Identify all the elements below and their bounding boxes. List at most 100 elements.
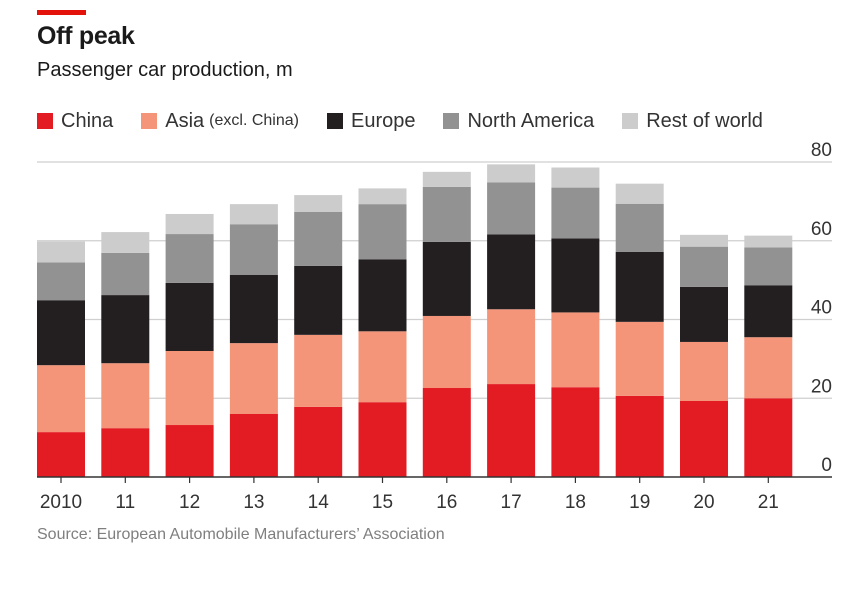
legend-label-rest-of-world: Rest of world: [646, 109, 763, 132]
bar-asia-excl-china-21: [744, 337, 793, 399]
x-tick-label-17: 17: [501, 492, 522, 513]
legend-label-north-america: North America: [467, 109, 595, 132]
bar-asia-excl-china-20: [680, 341, 728, 402]
bar-rest-of-world-15: [358, 188, 407, 205]
x-tick-label-21: 21: [758, 492, 779, 513]
bar-europe-15: [358, 259, 407, 332]
bar-europe-14: [294, 265, 343, 335]
bar-north-america-11: [101, 252, 150, 296]
y-tick-label-20: 20: [811, 376, 832, 397]
chart-title: Off peak: [37, 22, 135, 50]
y-tick-label-40: 40: [811, 298, 832, 319]
legend: China Asia (excl. China) Europe North Am…: [37, 108, 791, 134]
x-tick-label-19: 19: [629, 492, 650, 513]
x-tick-label-18: 18: [565, 492, 586, 513]
bar-asia-excl-china-14: [294, 334, 343, 407]
bar-north-america-16: [422, 186, 471, 242]
y-tick-label-0: 0: [821, 455, 832, 476]
bar-rest-of-world-18: [551, 167, 600, 188]
bar-europe-2010: [37, 300, 85, 366]
x-tick-label-12: 12: [179, 492, 200, 513]
y-tick-label-60: 60: [811, 219, 832, 240]
legend-label-asia: Asia: [165, 109, 205, 132]
bar-europe-19: [615, 251, 664, 322]
x-tick-label-13: 13: [243, 492, 264, 513]
bar-rest-of-world-21: [744, 235, 793, 248]
bar-north-america-12: [165, 234, 214, 283]
bar-china-16: [422, 388, 471, 477]
legend-item-asia: Asia (excl. China): [141, 110, 299, 133]
bar-china-12: [165, 425, 214, 477]
bar-asia-excl-china-15: [358, 331, 407, 403]
accent-bar: [37, 10, 86, 15]
bar-europe-12: [165, 282, 214, 351]
axes: 0 20 40 60 80 2010 11 12 13 14 15 16 17 18 19 20 21: [37, 140, 832, 513]
bar-rest-of-world-2010: [37, 241, 85, 263]
bar-europe-11: [101, 295, 150, 364]
bar-asia-excl-china-16: [422, 315, 471, 389]
bar-china-17: [487, 384, 536, 477]
bar-asia-excl-china-2010: [37, 365, 85, 433]
bar-china-2010: [37, 432, 85, 477]
bar-asia-excl-china-12: [165, 351, 214, 426]
bar-china-14: [294, 406, 343, 477]
legend-item-rest-of-world: Rest of world: [622, 110, 763, 133]
legend-swatch-north-america: [443, 113, 460, 129]
bar-europe-21: [744, 285, 793, 338]
bar-europe-13: [229, 275, 278, 344]
legend-swatch-rest-of-world: [622, 113, 639, 129]
bar-rest-of-world-16: [422, 171, 471, 187]
legend-note-asia: (excl. China): [209, 112, 299, 129]
bar-asia-excl-china-11: [101, 363, 150, 429]
bar-china-18: [551, 387, 600, 477]
bar-china-13: [229, 414, 278, 477]
bar-europe-16: [422, 241, 471, 316]
bar-rest-of-world-13: [229, 204, 278, 225]
bar-north-america-19: [615, 203, 664, 252]
x-tick-label-14: 14: [308, 492, 330, 513]
bar-north-america-2010: [37, 262, 85, 301]
legend-label-europe: Europe: [350, 109, 416, 132]
bar-north-america-17: [487, 182, 536, 235]
bar-asia-excl-china-19: [615, 321, 664, 396]
bar-north-america-20: [680, 246, 728, 287]
y-tick-label-80: 80: [811, 140, 832, 161]
bar-rest-of-world-20: [680, 234, 728, 247]
bar-rest-of-world-12: [165, 213, 214, 235]
legend-swatch-china: [37, 113, 53, 129]
legend-item-china: China: [37, 110, 113, 133]
legend-label-china: China: [61, 109, 114, 132]
bar-north-america-15: [358, 204, 407, 260]
x-tick-label-11: 11: [115, 492, 135, 513]
bars: [37, 164, 793, 477]
bar-asia-excl-china-13: [229, 343, 278, 414]
legend-item-north-america: North America: [443, 110, 594, 133]
bar-rest-of-world-14: [294, 195, 343, 213]
x-tick-label-2010: 2010: [40, 492, 82, 513]
bar-rest-of-world-17: [487, 164, 536, 183]
x-tick-label-15: 15: [372, 492, 393, 513]
bar-north-america-14: [294, 212, 343, 266]
bar-asia-excl-china-18: [551, 312, 600, 388]
chart-subtitle: Passenger car production, m: [37, 59, 293, 81]
bar-europe-18: [551, 238, 600, 313]
bar-europe-20: [680, 286, 728, 342]
bar-north-america-13: [229, 224, 278, 276]
source-note: Source: European Automobile Manufacturer…: [37, 526, 445, 543]
legend-swatch-europe: [326, 113, 343, 129]
bar-rest-of-world-19: [615, 183, 664, 204]
x-tick-label-20: 20: [693, 492, 714, 513]
bar-europe-17: [487, 234, 536, 310]
bar-north-america-21: [744, 247, 793, 286]
x-tick-label-16: 16: [436, 492, 457, 513]
bar-rest-of-world-11: [101, 232, 150, 253]
bar-asia-excl-china-17: [487, 309, 536, 385]
bar-north-america-18: [551, 187, 600, 239]
bar-china-11: [101, 428, 150, 477]
bar-china-19: [615, 395, 664, 477]
legend-swatch-asia: [141, 113, 158, 129]
bar-china-21: [744, 398, 793, 477]
bar-china-20: [680, 401, 728, 477]
legend-item-europe: Europe: [326, 109, 416, 133]
